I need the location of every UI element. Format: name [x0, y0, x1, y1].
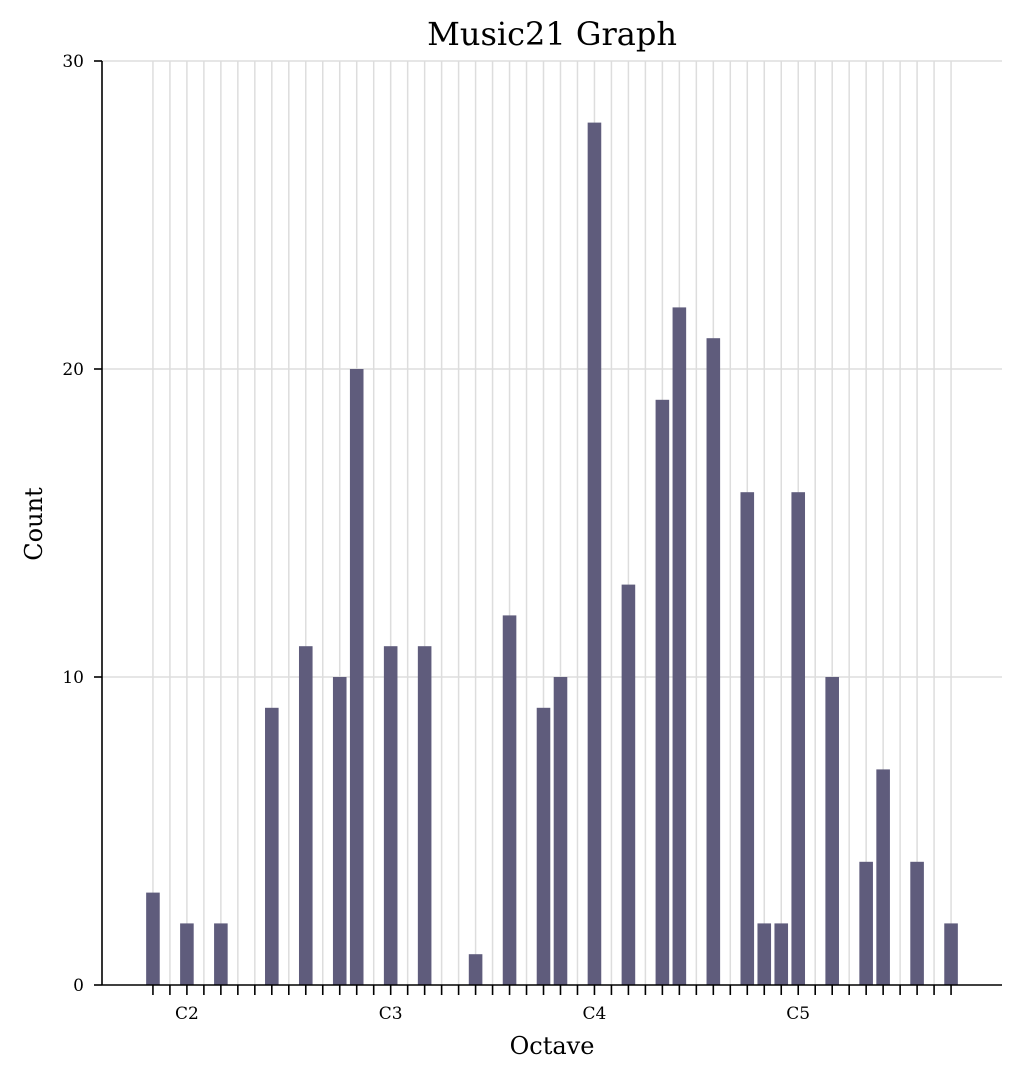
x-tick-label: C3: [379, 1004, 403, 1024]
bar: [502, 615, 517, 985]
bar: [774, 923, 789, 985]
y-tick-label: 10: [62, 668, 84, 688]
bar: [298, 646, 313, 985]
gridlines: [102, 60, 1002, 985]
x-tick-label: C4: [583, 1004, 607, 1024]
bar: [536, 707, 551, 985]
bar: [757, 923, 772, 985]
y-tick-label: 20: [62, 360, 84, 380]
bar: [672, 307, 687, 985]
bars: [146, 122, 958, 986]
bar: [265, 707, 279, 985]
bar: [740, 492, 755, 985]
bar: [876, 769, 890, 985]
y-axis-label: Count: [20, 487, 48, 561]
bar: [825, 677, 839, 985]
bar: [349, 369, 364, 985]
bar: [859, 861, 873, 985]
bar: [655, 399, 670, 985]
bar: [553, 677, 568, 985]
y-tick-label: 30: [62, 52, 84, 72]
y-tick-label: 0: [73, 976, 84, 996]
bar: [944, 923, 958, 985]
bar: [791, 492, 806, 985]
x-tick-label: C2: [175, 1004, 199, 1024]
ticks: 0 10 20 30 C2 C3 C4 C5: [62, 52, 952, 1024]
bar: [587, 122, 602, 986]
bar: [468, 954, 483, 985]
x-tick-label: C5: [786, 1004, 810, 1024]
bar: [910, 861, 924, 985]
chart-title: Music21 Graph: [427, 15, 677, 53]
bar: [383, 646, 398, 985]
bar: [417, 646, 432, 985]
bar: [332, 677, 347, 985]
x-axis-label: Octave: [510, 1032, 595, 1060]
axes: [101, 61, 1002, 986]
bar: [146, 892, 160, 985]
bar: [214, 923, 228, 985]
bar: [180, 923, 194, 985]
bar: [621, 584, 636, 985]
bar: [706, 338, 721, 985]
